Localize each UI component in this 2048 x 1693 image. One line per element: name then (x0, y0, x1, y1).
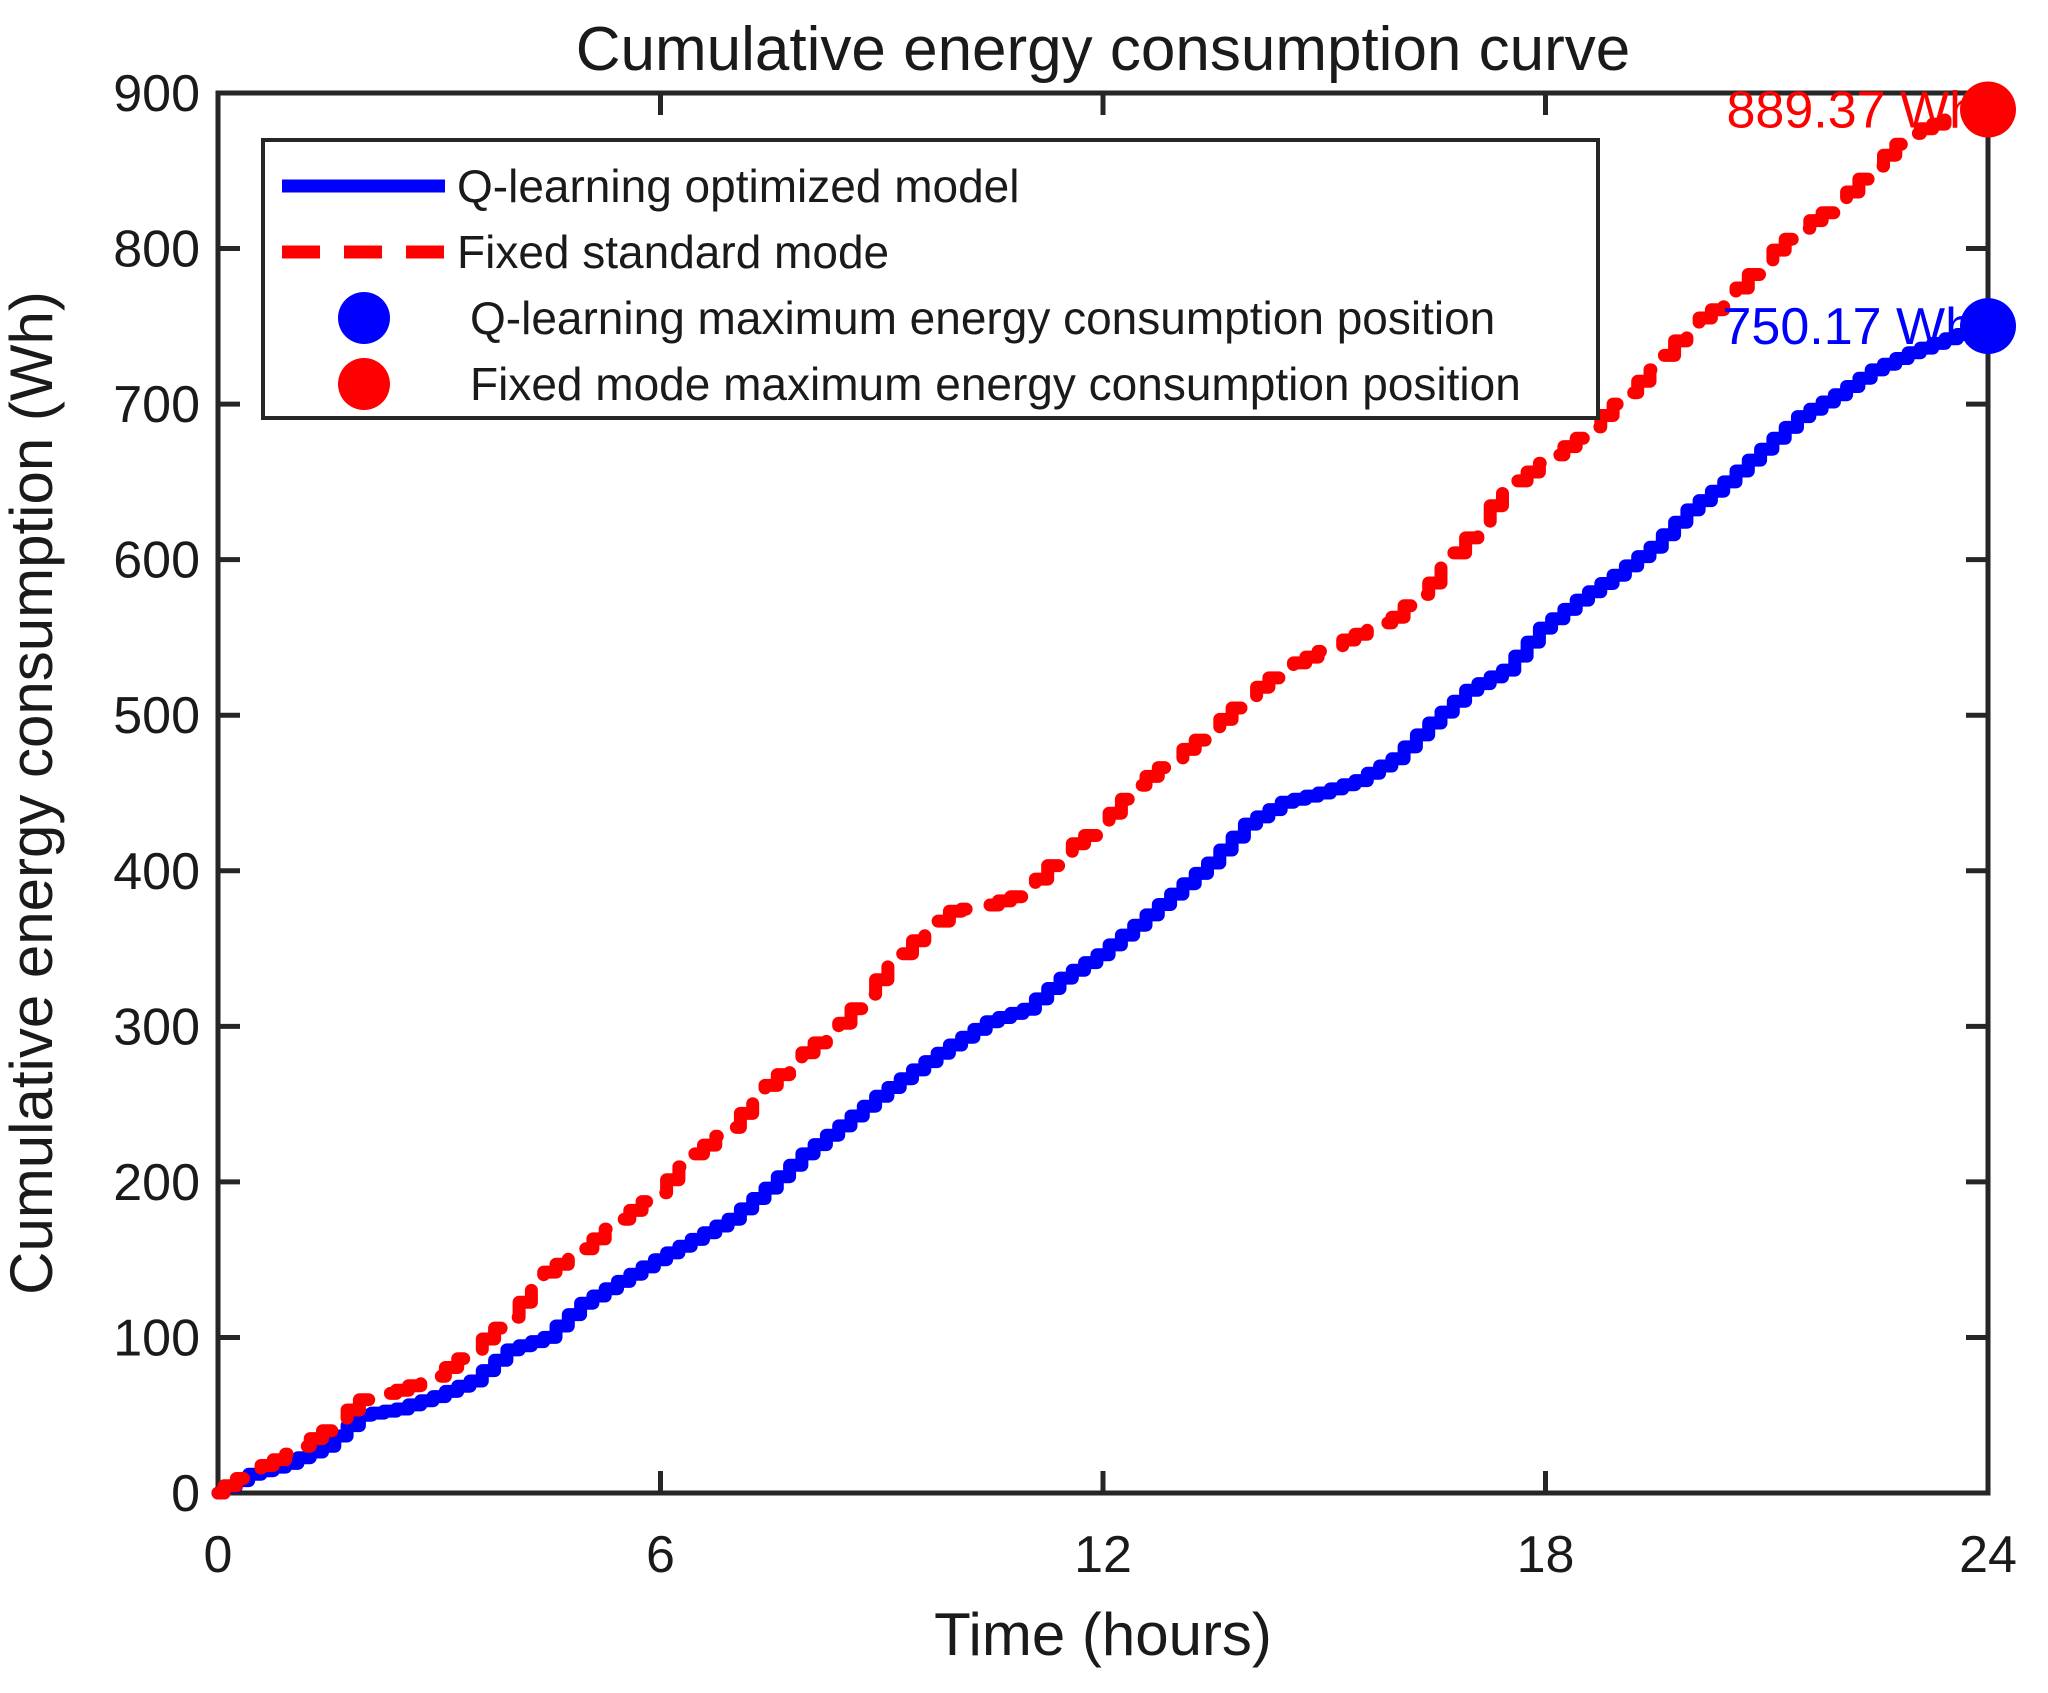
x-tick-label: 6 (646, 1526, 675, 1584)
legend-label-fixed-standard-mode: Fixed standard mode (457, 226, 889, 278)
y-axis-label: Cumulative energy consumption (Wh) (0, 291, 65, 1295)
legend: Q-learning optimized model Fixed standar… (261, 138, 1600, 420)
x-tick-label: 0 (204, 1526, 233, 1584)
y-tick-label: 0 (171, 1465, 200, 1523)
series-line-fixed-standard-mode (211, 103, 1995, 1500)
y-tick-label: 400 (113, 843, 200, 901)
y-tick-label: 200 (113, 1154, 200, 1212)
axis-tick-labels: 0 6 12 18 24 0 100 200 300 400 500 600 700 800 900 (113, 65, 2017, 1584)
marker-fixed-mode-max-point (1960, 81, 2016, 138)
annotation-fixed-max-value: 889.37 Wh (1727, 82, 1979, 140)
annotation-q-learning-max-value: 750.17 Wh (1723, 298, 1975, 356)
y-tick-label: 700 (113, 376, 200, 434)
y-tick-label: 100 (113, 1309, 200, 1367)
x-tick-label: 12 (1074, 1526, 1132, 1584)
series-line-q-learning-optimized-model (211, 319, 1995, 1500)
legend-label-fixed-mode-max-position: Fixed mode maximum energy consumption po… (470, 358, 1521, 410)
chart-title: Cumulative energy consumption curve (576, 15, 1631, 84)
y-tick-label: 300 (113, 998, 200, 1056)
y-tick-label: 900 (113, 65, 200, 123)
legend-box (261, 138, 1600, 420)
y-tick-label: 600 (113, 532, 200, 590)
legend-label-q-learning-model: Q-learning optimized model (457, 160, 1020, 212)
legend-label-q-learning-max-position: Q-learning maximum energy consumption po… (470, 292, 1495, 344)
y-tick-label: 800 (113, 221, 200, 279)
legend-swatch-blue-marker (338, 292, 390, 344)
x-axis-label: Time (hours) (934, 1601, 1272, 1668)
y-tick-label: 500 (113, 687, 200, 745)
legend-swatch-red-marker (338, 358, 390, 410)
x-tick-label: 24 (1959, 1526, 2017, 1584)
x-tick-label: 18 (1517, 1526, 1575, 1584)
marker-q-learning-max-point (1960, 298, 2016, 355)
